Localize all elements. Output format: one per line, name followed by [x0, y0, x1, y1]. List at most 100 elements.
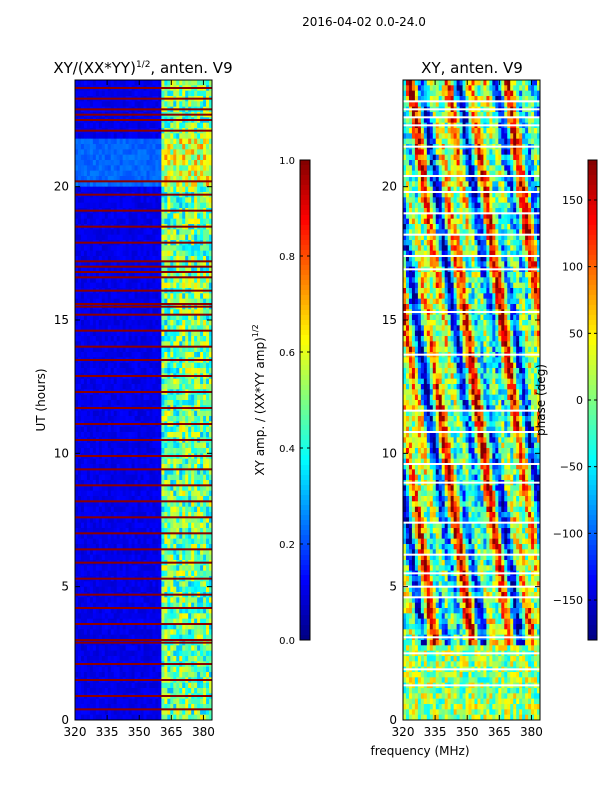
heatmap-cell — [122, 101, 127, 108]
heatmap-cell — [176, 309, 180, 316]
heatmap-cell — [134, 384, 138, 390]
heatmap-cell — [80, 469, 85, 476]
heatmap-cell — [149, 282, 153, 289]
heatmap-cell — [128, 629, 132, 636]
heatmap-cell — [185, 522, 189, 529]
heatmap-cell — [197, 213, 201, 220]
heatmap-cell — [170, 90, 174, 97]
heatmap-cell — [161, 602, 165, 609]
heatmap-cell — [122, 336, 127, 342]
heatmap-cell — [158, 325, 162, 332]
heatmap-cell — [152, 149, 156, 156]
heatmap-cell — [92, 528, 97, 534]
heatmap-cell — [95, 464, 100, 470]
heatmap-cell — [188, 570, 192, 577]
heatmap-cell — [116, 229, 121, 236]
heatmap-cell — [116, 282, 121, 289]
heatmap-cell — [128, 234, 132, 241]
heatmap-cell — [152, 528, 156, 534]
heatmap-cell — [75, 608, 79, 614]
heatmap-cell — [98, 362, 103, 369]
heatmap-cell — [80, 522, 85, 529]
heatmap-cell — [188, 202, 192, 209]
heatmap-cell — [206, 229, 210, 236]
heatmap-cell — [161, 634, 165, 641]
heatmap-cell — [152, 272, 156, 278]
heatmap-cell — [137, 213, 141, 220]
heatmap-cell — [173, 613, 177, 620]
heatmap-cell — [137, 458, 141, 465]
heatmap-cell — [164, 586, 168, 593]
heatmap-cell — [209, 309, 213, 316]
heatmap-cell — [179, 154, 183, 161]
heatmap-cell — [77, 362, 82, 369]
heatmap-cell — [89, 250, 94, 257]
heatmap-cell — [92, 234, 97, 241]
heatmap-cell — [161, 202, 165, 209]
heatmap-cell — [86, 213, 91, 220]
heatmap-cell — [200, 544, 204, 550]
heatmap-cell — [206, 160, 210, 166]
heatmap-cell — [188, 608, 192, 614]
heatmap-cell — [119, 213, 124, 220]
heatmap-cell — [137, 90, 141, 97]
heatmap-cell — [191, 464, 195, 470]
heatmap-cell — [116, 133, 121, 140]
heatmap-cell — [104, 325, 109, 332]
heatmap-cell — [137, 368, 141, 374]
heatmap-cell — [200, 154, 204, 161]
heatmap-cell — [107, 501, 112, 508]
heatmap-cell — [83, 368, 88, 374]
heatmap-cell — [113, 618, 118, 625]
heatmap-cell — [128, 346, 132, 353]
heatmap-cell — [176, 362, 180, 369]
heatmap-cell — [98, 400, 103, 406]
heatmap-cell — [191, 602, 195, 609]
heatmap-cell — [131, 394, 135, 401]
heatmap-cell — [179, 528, 183, 534]
heatmap-cell — [104, 272, 109, 278]
heatmap-cell — [113, 336, 118, 342]
heatmap-cell — [119, 378, 124, 385]
heatmap-cell — [191, 618, 195, 625]
heatmap-cell — [140, 320, 144, 326]
heatmap-cell — [134, 213, 138, 220]
heatmap-cell — [128, 624, 132, 630]
heatmap-cell — [197, 346, 201, 353]
heatmap-cell — [146, 554, 150, 561]
heatmap-cell — [128, 597, 132, 604]
heatmap-cell — [131, 218, 135, 225]
heatmap-cell — [128, 213, 132, 220]
heatmap-cell — [176, 282, 180, 289]
heatmap-cell — [95, 629, 100, 636]
heatmap-cell — [125, 352, 130, 358]
heatmap-cell — [104, 144, 109, 150]
heatmap-cell — [119, 80, 124, 86]
heatmap-cell — [164, 490, 168, 497]
heatmap-cell — [161, 234, 165, 241]
heatmap-cell — [137, 613, 141, 620]
heatmap-cell — [206, 464, 210, 470]
heatmap-cell — [206, 133, 210, 140]
heatmap-cell — [110, 624, 115, 630]
heatmap-cell — [170, 645, 174, 652]
heatmap-cell — [113, 485, 118, 492]
heatmap-cell — [152, 544, 156, 550]
heatmap-cell — [122, 400, 127, 406]
heatmap-cell — [122, 549, 127, 556]
heatmap-cell — [86, 410, 91, 417]
heatmap-cell — [131, 320, 135, 326]
heatmap-cell — [188, 618, 192, 625]
heatmap-cell — [143, 533, 147, 540]
heatmap-cell — [86, 490, 91, 497]
heatmap-cell — [191, 522, 195, 529]
heatmap-cell — [164, 213, 168, 220]
heatmap-cell — [191, 400, 195, 406]
heatmap-cell — [143, 570, 147, 577]
heatmap-cell — [203, 229, 207, 236]
heatmap-cell — [182, 458, 186, 465]
heatmap-cell — [119, 645, 124, 652]
heatmap-cell — [185, 362, 189, 369]
heatmap-cell — [167, 469, 171, 476]
heatmap-cell — [197, 165, 201, 172]
